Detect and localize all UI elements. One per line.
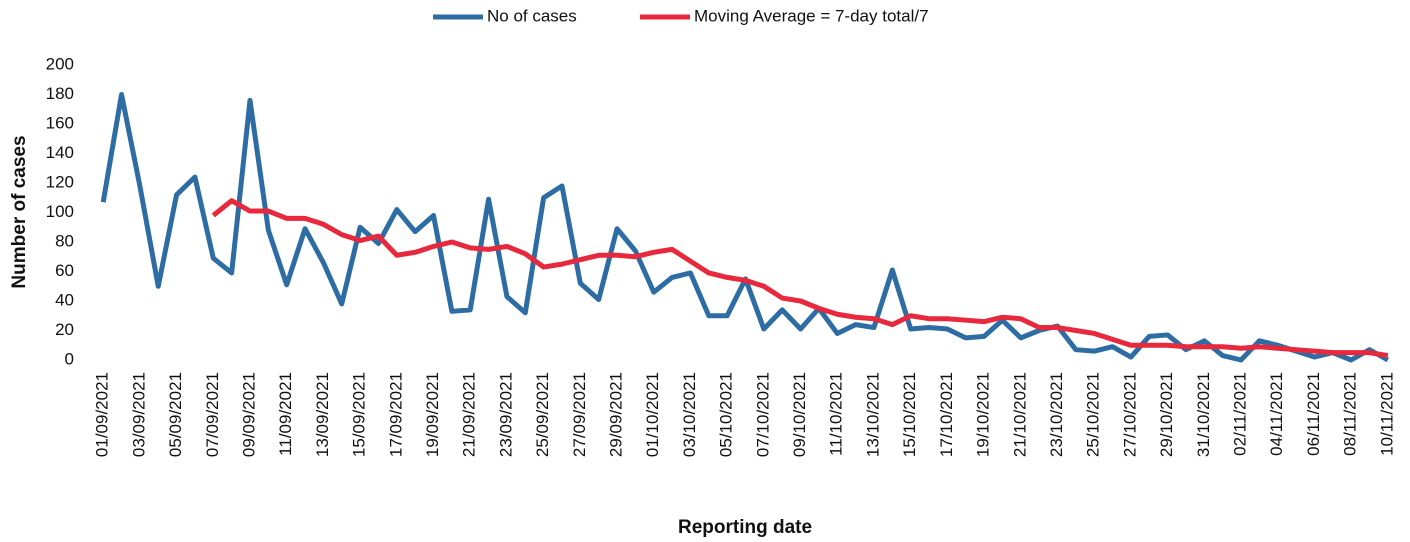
x-tick-label: 11/10/2021 xyxy=(827,372,846,456)
y-tick-label: 180 xyxy=(46,84,74,103)
x-tick-label: 27/09/2021 xyxy=(570,372,589,457)
y-tick-label: 140 xyxy=(46,143,74,162)
x-tick-label: 09/09/2021 xyxy=(239,372,258,457)
x-tick-label: 25/10/2021 xyxy=(1084,372,1103,457)
x-tick-label: 21/10/2021 xyxy=(1010,372,1029,457)
legend-label: No of cases xyxy=(487,6,577,25)
x-tick-label: 11/09/2021 xyxy=(276,372,295,456)
data-line xyxy=(100,92,1390,363)
x-tick-label: 05/10/2021 xyxy=(717,372,736,457)
x-tick-label: 03/09/2021 xyxy=(129,372,148,457)
y-tick-label: 40 xyxy=(55,290,74,309)
x-tick-label: 21/09/2021 xyxy=(460,372,479,457)
data-line xyxy=(211,198,1389,359)
x-tick-label: 31/10/2021 xyxy=(1194,372,1213,457)
x-tick-label: 06/11/2021 xyxy=(1304,372,1323,456)
x-tick-label: 15/09/2021 xyxy=(350,372,369,457)
x-tick-label: 04/11/2021 xyxy=(1267,372,1286,456)
y-tick-label: 20 xyxy=(55,320,74,339)
y-tick-label: 200 xyxy=(46,54,74,73)
x-tick-label: 29/09/2021 xyxy=(607,372,626,457)
x-tick-label: 02/11/2021 xyxy=(1230,372,1249,456)
x-tick-label: 25/09/2021 xyxy=(533,372,552,457)
x-tick-label: 29/10/2021 xyxy=(1157,372,1176,457)
x-tick-label: 05/09/2021 xyxy=(166,372,185,457)
legend-label: Moving Average = 7-day total/7 xyxy=(694,6,929,25)
y-axis-title: Number of cases xyxy=(9,135,30,288)
y-tick-label: 100 xyxy=(46,202,74,221)
y-tick-label: 160 xyxy=(46,113,74,132)
x-tick-label: 19/10/2021 xyxy=(974,372,993,457)
x-tick-label: 13/10/2021 xyxy=(863,372,882,457)
x-tick-label: 13/09/2021 xyxy=(313,372,332,457)
x-tick-label: 17/10/2021 xyxy=(937,372,956,457)
x-tick-label: 23/09/2021 xyxy=(496,372,515,457)
x-tick-label: 09/10/2021 xyxy=(790,372,809,457)
x-tick-label: 27/10/2021 xyxy=(1120,372,1139,457)
y-tick-label: 60 xyxy=(55,261,74,280)
x-tick-label: 07/10/2021 xyxy=(753,372,772,457)
x-tick-label: 15/10/2021 xyxy=(900,372,919,457)
x-tick-label: 23/10/2021 xyxy=(1047,372,1066,457)
x-tick-label: 03/10/2021 xyxy=(680,372,699,457)
x-tick-label: 01/10/2021 xyxy=(643,372,662,457)
x-tick-label: 08/11/2021 xyxy=(1341,372,1360,456)
y-tick-label: 120 xyxy=(46,172,74,191)
x-tick-label: 19/09/2021 xyxy=(423,372,442,457)
x-axis-title: Reporting date xyxy=(678,517,812,538)
x-tick-label: 10/11/2021 xyxy=(1377,372,1396,456)
x-tick-label: 01/09/2021 xyxy=(93,372,112,457)
y-tick-label: 80 xyxy=(55,231,74,250)
x-tick-label: 07/09/2021 xyxy=(203,372,222,457)
x-tick-label: 17/09/2021 xyxy=(386,372,405,457)
y-tick-label: 0 xyxy=(65,349,74,368)
